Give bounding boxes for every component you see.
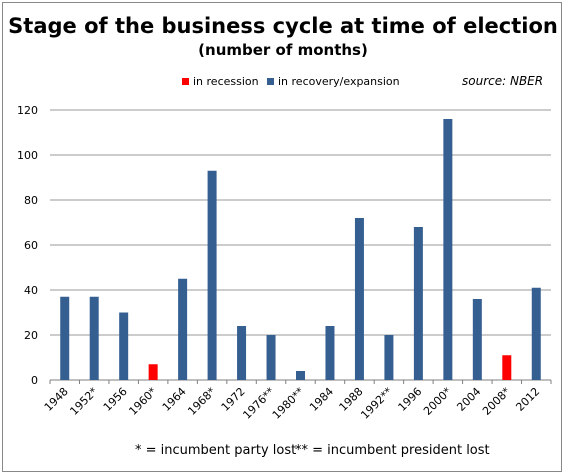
- chart-frame: [2, 2, 562, 472]
- x-tick-label: 1984: [307, 385, 336, 414]
- legend-label-expansion: in recovery/expansion: [278, 75, 400, 88]
- bar-1956: [119, 312, 129, 380]
- x-tick-label: 1968*: [185, 385, 218, 418]
- bar-1984: [325, 326, 335, 380]
- bars: [60, 119, 541, 380]
- x-tick-label: 2008*: [480, 385, 513, 418]
- x-tick-label: 1952*: [67, 385, 100, 418]
- bar-1952: [89, 296, 99, 380]
- x-tick-label: 1996: [396, 385, 425, 414]
- bar-2000: [443, 119, 453, 380]
- bar-1980: [296, 371, 305, 380]
- bar-2004: [472, 299, 482, 380]
- chart-subtitle: (number of months): [198, 41, 368, 59]
- gridlines: [50, 109, 551, 381]
- bar-1960: [148, 364, 158, 380]
- source-note: source: NBER: [462, 74, 543, 88]
- x-tick-label: 2000*: [421, 385, 454, 418]
- legend-label-recession: in recession: [193, 75, 259, 88]
- footnote-president-lost: ** = incumbent president lost: [295, 443, 490, 458]
- x-tick-label: 1948: [42, 385, 71, 414]
- y-tick-label: 40: [24, 284, 38, 297]
- x-tick-label: 1956: [101, 385, 130, 414]
- x-tick-label: 1992**: [358, 385, 395, 422]
- bar-1996: [413, 227, 423, 380]
- bar-2008: [502, 355, 512, 380]
- bar-1976: [266, 335, 276, 380]
- x-tick-label: 1964: [160, 385, 189, 414]
- x-tick-label: 2004: [454, 385, 483, 414]
- bar-2012: [531, 287, 541, 380]
- x-tick-label: 1960*: [126, 385, 159, 418]
- y-tick-label: 60: [24, 239, 38, 252]
- y-tick-label: 0: [31, 374, 38, 387]
- y-axis: 0 20 40 60 80 100 120: [17, 104, 38, 387]
- bar-1992: [384, 335, 394, 380]
- x-tick-label: 1976**: [240, 385, 277, 422]
- footnote-party-lost: * = incumbent party lost: [135, 443, 296, 458]
- y-tick-label: 100: [17, 149, 38, 162]
- bar-1964: [178, 278, 188, 380]
- legend: in recession in recovery/expansion: [182, 75, 400, 88]
- y-tick-label: 80: [24, 194, 38, 207]
- bar-1972: [237, 326, 247, 380]
- bar-1988: [354, 218, 364, 380]
- x-tick-label: 1980**: [270, 385, 307, 422]
- y-tick-label: 20: [24, 329, 38, 342]
- x-tick-label: 2012: [513, 385, 542, 414]
- y-tick-label: 120: [17, 104, 38, 117]
- bar-1948: [60, 296, 70, 380]
- bar-1968: [207, 170, 217, 380]
- legend-swatch-expansion: [267, 78, 274, 85]
- chart-title: Stage of the business cycle at time of e…: [8, 14, 558, 38]
- legend-swatch-recession: [182, 78, 189, 85]
